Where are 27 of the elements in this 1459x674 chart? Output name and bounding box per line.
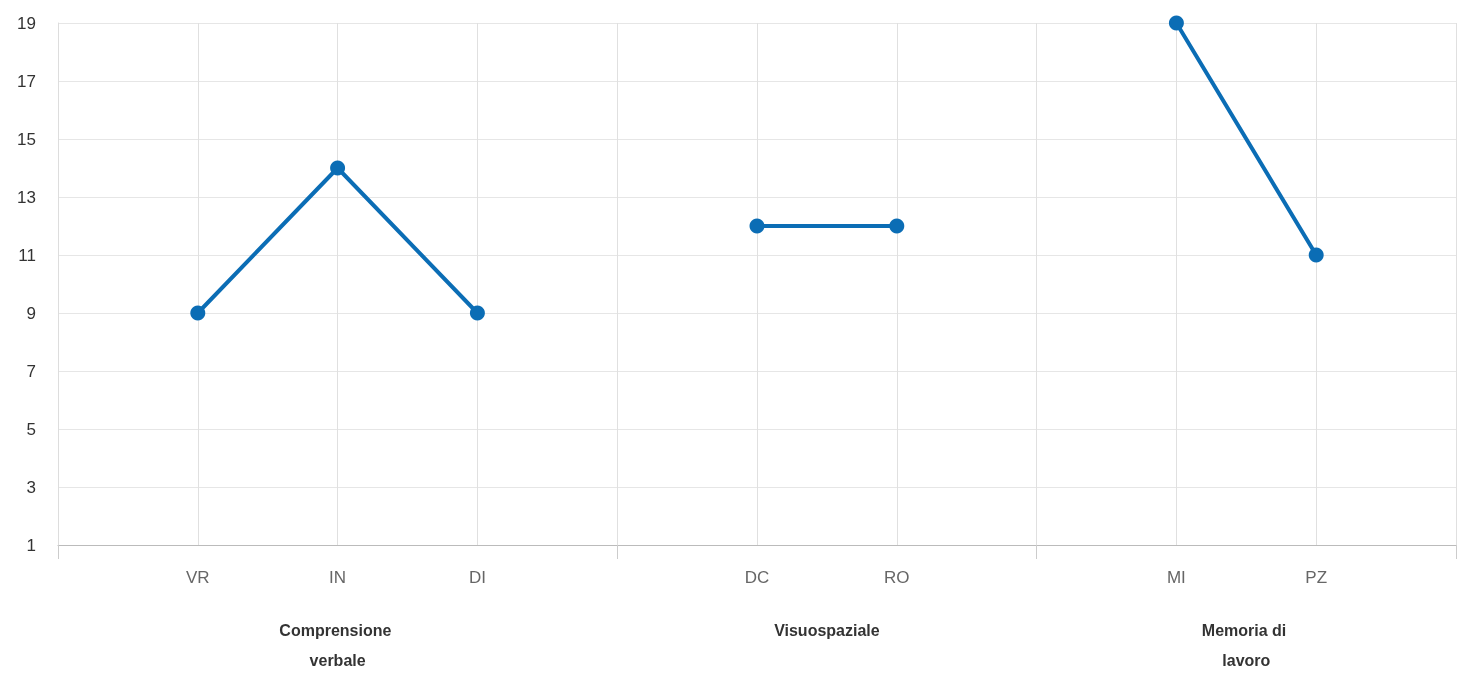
x-tick-label: DC	[744, 568, 770, 587]
y-tick-label: 7	[26, 361, 36, 381]
y-tick-label: 17	[17, 71, 36, 91]
x-tick-label: MI	[1166, 568, 1186, 587]
y-tick-label: 9	[26, 303, 36, 323]
x-tick-label: IN	[329, 568, 347, 587]
x-tick-label: RO	[884, 568, 910, 587]
y-tick-label: 11	[18, 245, 36, 265]
point	[190, 305, 206, 321]
point	[1168, 15, 1184, 31]
y-tick-label: 1	[26, 535, 36, 555]
x-tick-label: PZ	[1305, 568, 1328, 587]
y-tick-label: 15	[17, 129, 36, 149]
point	[749, 218, 765, 234]
text: Memoria di lavoro	[1201, 621, 1291, 669]
x-tick-label: DI	[468, 568, 486, 587]
y-tick-label: 19	[17, 13, 36, 33]
y-tick-label: 3	[26, 477, 36, 497]
text: Visuospaziale	[774, 621, 880, 639]
point	[330, 160, 346, 176]
x-tick-label: VR	[185, 568, 210, 587]
y-tick-label: 13	[17, 187, 36, 207]
point	[1308, 247, 1324, 263]
point	[889, 218, 905, 234]
point	[469, 305, 485, 321]
y-tick-label: 5	[26, 419, 36, 439]
text: Comprensione verbale	[279, 621, 396, 669]
